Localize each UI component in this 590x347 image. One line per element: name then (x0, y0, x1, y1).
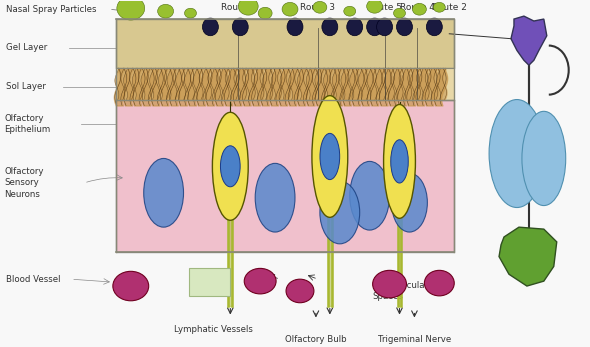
Ellipse shape (366, 0, 382, 13)
Text: Olfactory
Sensory
Neurons: Olfactory Sensory Neurons (4, 167, 44, 198)
Bar (188, 268, 230, 296)
Text: Route 5: Route 5 (367, 3, 402, 12)
Ellipse shape (312, 96, 348, 217)
Bar (116, 68, 454, 100)
Ellipse shape (255, 163, 295, 232)
Ellipse shape (366, 18, 382, 36)
Text: Blood Vessel: Blood Vessel (6, 275, 61, 284)
Ellipse shape (433, 2, 445, 12)
Ellipse shape (412, 3, 427, 15)
Text: Nasal Spray Particles: Nasal Spray Particles (6, 5, 97, 14)
Polygon shape (499, 227, 557, 286)
Ellipse shape (396, 18, 412, 36)
Ellipse shape (392, 173, 427, 232)
Ellipse shape (287, 18, 303, 36)
Bar (116, 100, 454, 252)
Text: Route 4: Route 4 (400, 3, 435, 12)
Ellipse shape (394, 8, 405, 18)
Ellipse shape (238, 0, 258, 15)
Ellipse shape (202, 18, 218, 36)
Ellipse shape (344, 6, 356, 16)
Ellipse shape (185, 8, 196, 18)
Ellipse shape (322, 18, 338, 36)
Ellipse shape (117, 0, 145, 20)
Text: Sol Layer: Sol Layer (6, 82, 46, 91)
Text: Olfactory Bulb: Olfactory Bulb (285, 335, 347, 344)
Ellipse shape (158, 4, 173, 18)
Ellipse shape (221, 146, 240, 187)
Ellipse shape (282, 2, 298, 16)
Ellipse shape (391, 140, 408, 183)
Text: Route 2: Route 2 (432, 3, 467, 12)
Text: Lymphatic Vessels: Lymphatic Vessels (174, 325, 253, 334)
Ellipse shape (320, 133, 340, 180)
Text: Gel Layer: Gel Layer (6, 43, 48, 52)
Ellipse shape (258, 7, 272, 19)
Ellipse shape (424, 270, 454, 296)
Ellipse shape (313, 1, 327, 13)
Ellipse shape (286, 279, 314, 303)
Ellipse shape (384, 104, 415, 218)
Text: Olfactory
Epithelium: Olfactory Epithelium (4, 114, 51, 134)
Text: Trigeminal Nerve: Trigeminal Nerve (378, 335, 451, 344)
Text: Route 3: Route 3 (300, 3, 335, 12)
Ellipse shape (212, 112, 248, 220)
Ellipse shape (522, 111, 566, 205)
Text: Route 1: Route 1 (221, 3, 256, 12)
Polygon shape (511, 16, 547, 65)
Ellipse shape (347, 18, 363, 36)
Ellipse shape (232, 18, 248, 36)
Ellipse shape (350, 161, 389, 230)
Bar (116, 19, 454, 68)
Ellipse shape (427, 18, 442, 36)
Ellipse shape (113, 271, 149, 301)
Ellipse shape (320, 181, 360, 244)
Ellipse shape (144, 159, 183, 227)
Text: Paravascular
Spaces: Paravascular Spaces (373, 281, 428, 301)
Ellipse shape (376, 18, 392, 36)
Ellipse shape (489, 100, 545, 208)
Ellipse shape (244, 268, 276, 294)
Ellipse shape (373, 270, 407, 298)
